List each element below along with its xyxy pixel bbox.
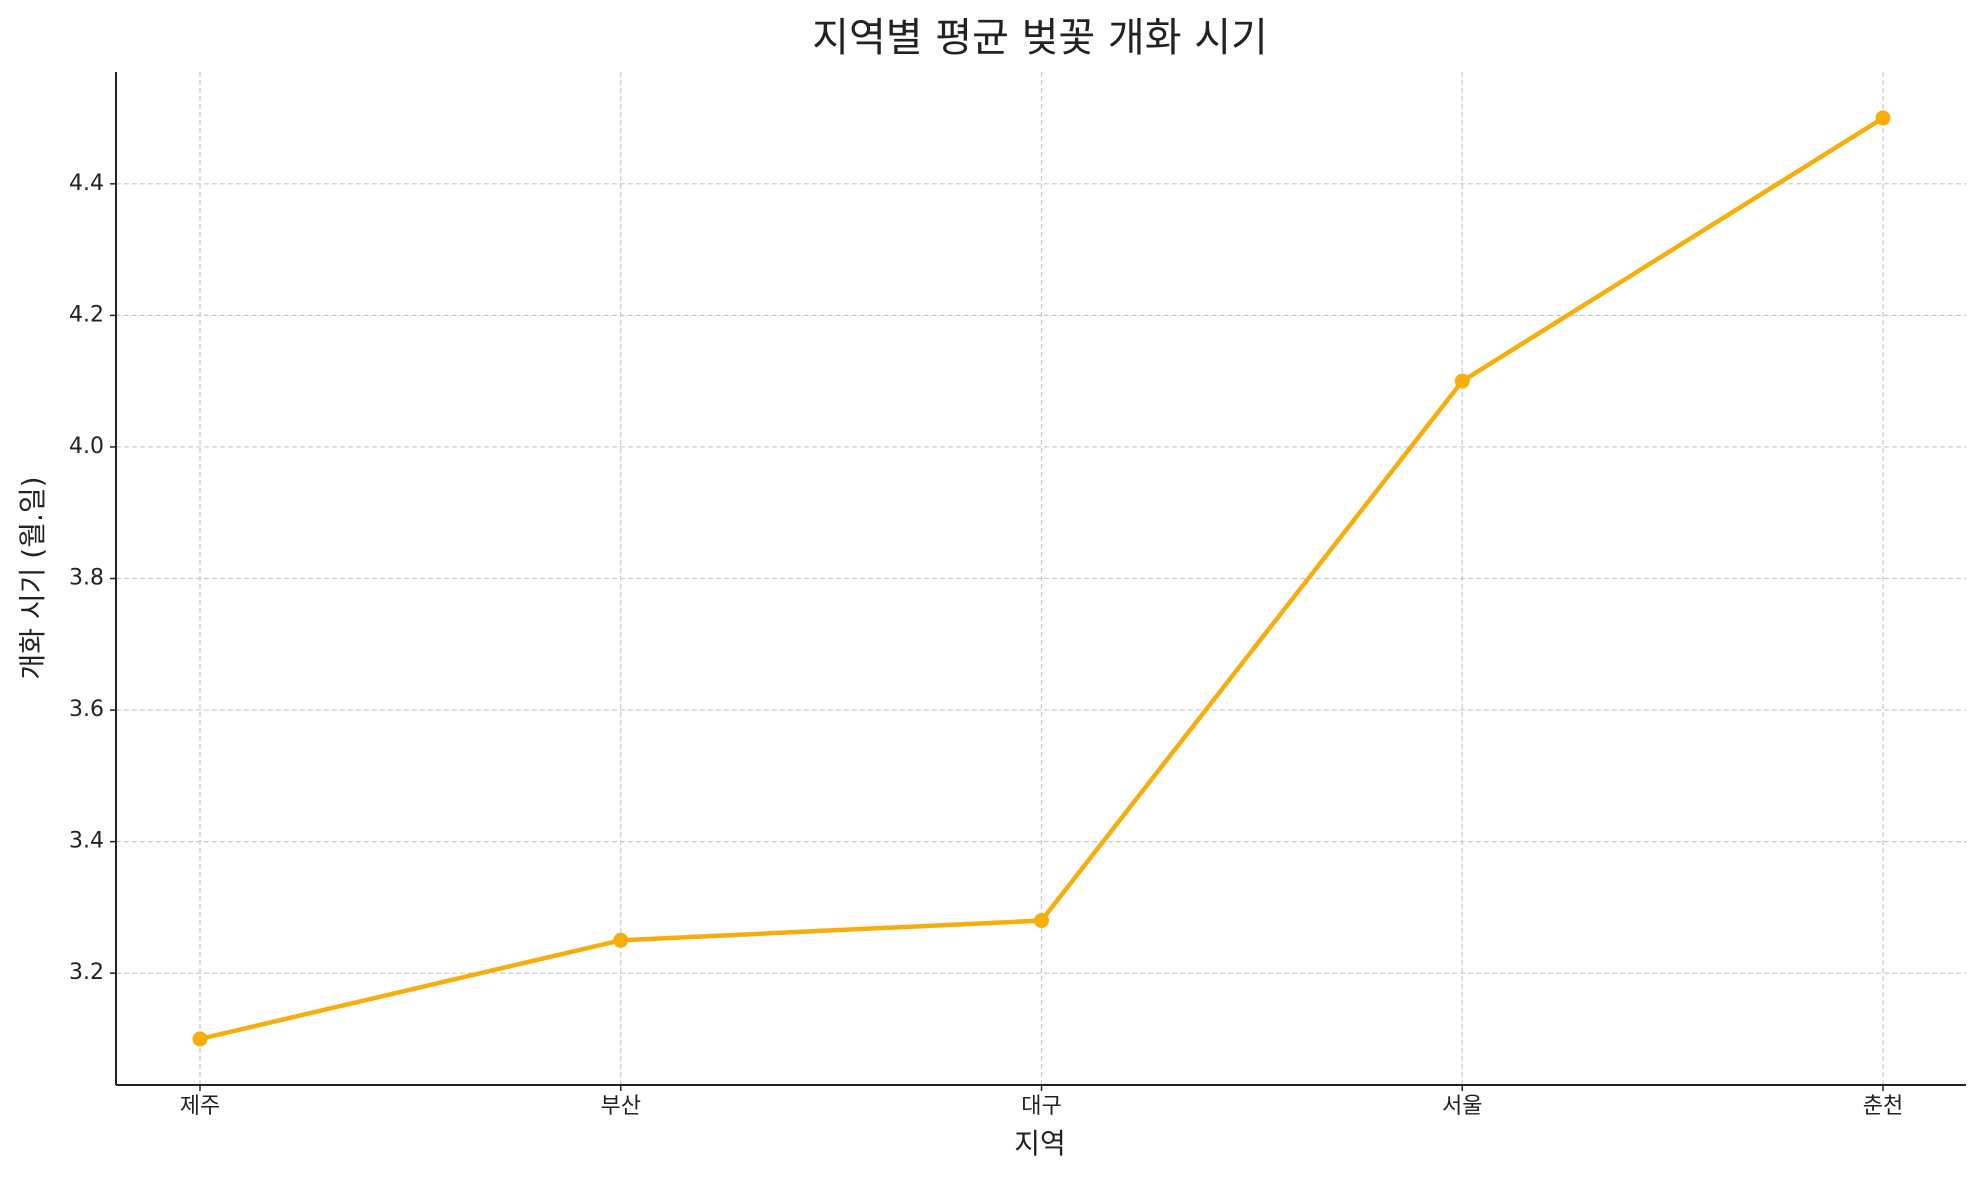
y-tick-label: 3.2 — [69, 960, 104, 985]
y-tick-label: 3.6 — [69, 697, 104, 722]
marker — [1875, 110, 1891, 126]
x-tick-label: 대구 — [1021, 1094, 1061, 1119]
marker — [1454, 373, 1470, 389]
marker — [613, 932, 629, 948]
y-tick-label: 3.8 — [69, 566, 104, 591]
y-tick-label: 4.0 — [69, 434, 104, 459]
x-tick-label: 부산 — [601, 1094, 641, 1119]
marker — [192, 1031, 208, 1047]
x-tick-label: 서울 — [1442, 1094, 1482, 1119]
x-tick-label: 춘천 — [1863, 1094, 1903, 1119]
x-axis-label: 지역 — [1014, 1127, 1066, 1160]
y-tick-label: 3.4 — [69, 829, 104, 854]
chart-title: 지역별 평균 벚꽃 개화 시기 — [812, 15, 1268, 61]
x-tick-label: 제주 — [180, 1094, 220, 1119]
y-tick-label: 4.2 — [69, 302, 104, 327]
y-tick-label: 4.4 — [69, 171, 104, 196]
marker — [1034, 913, 1049, 929]
y-axis-label: 개화 시기 (월.일) — [16, 476, 49, 679]
